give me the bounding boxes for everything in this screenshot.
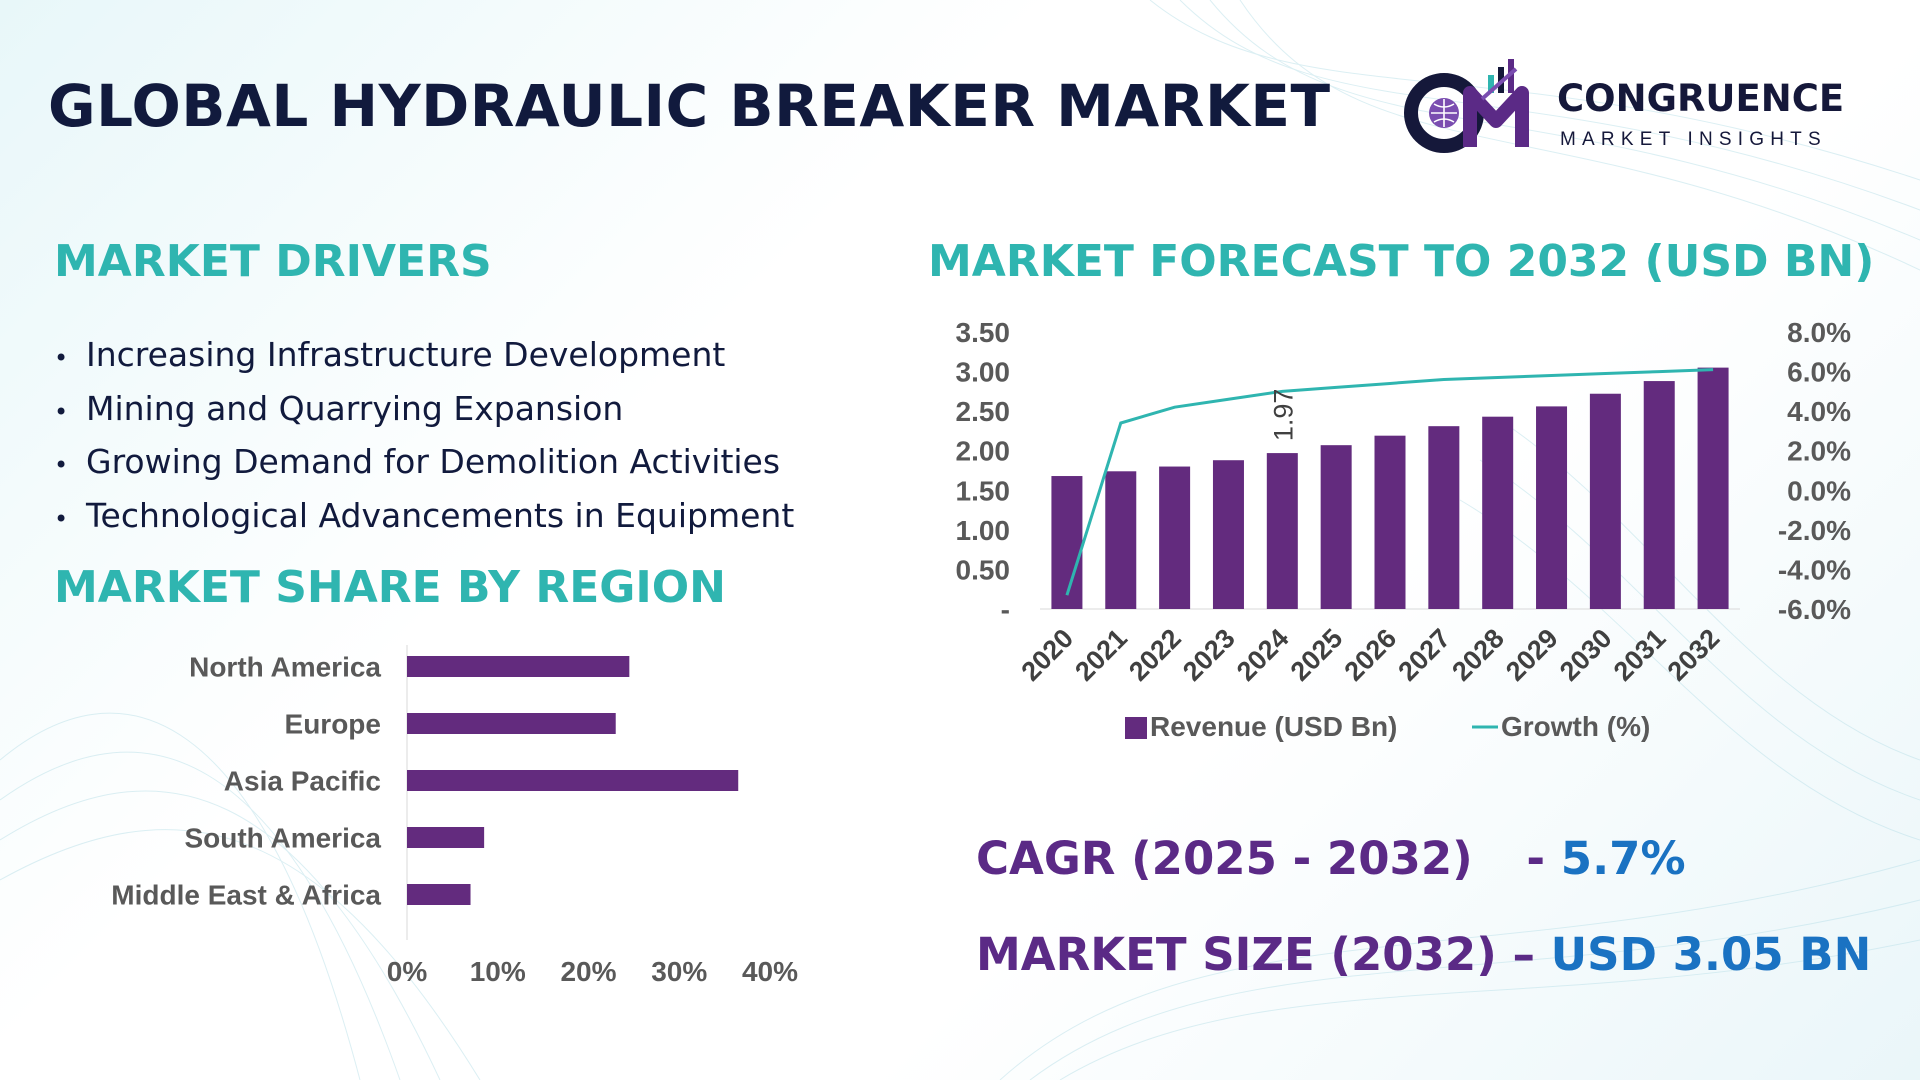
market-size-label: MARKET SIZE (2032) (976, 928, 1497, 981)
page-title: GLOBAL HYDRAULIC BREAKER MARKET (48, 72, 1331, 140)
revenue-bar (1051, 476, 1083, 609)
forecast-chart: - 0.50 1.00 1.50 2.00 2.50 3.00 3.50 -6.0% -4.0% -… (956, 317, 1852, 742)
y-left-tick-label: - (1001, 594, 1010, 625)
market-size-separator: – (1512, 928, 1535, 981)
x-tick-label: 2021 (1069, 623, 1133, 687)
drivers-list: • Increasing Infrastructure Development •… (54, 328, 794, 542)
y-left-tick-label: 0.50 (956, 554, 1011, 585)
cagr-label: CAGR (2025 - 2032) (976, 832, 1473, 885)
driver-item-text: Mining and Quarrying Expansion (86, 388, 624, 428)
revenue-bar (1105, 471, 1137, 609)
revenue-bar (1482, 416, 1514, 609)
y-right-tick-label: 0.0% (1787, 475, 1851, 506)
x-tick-label: 2025 (1285, 623, 1349, 687)
x-tick-label: 10% (470, 956, 526, 987)
bar (407, 884, 471, 905)
y-right-tick-label: -4.0% (1778, 554, 1851, 585)
market-drivers-heading: MARKET DRIVERS (54, 236, 492, 287)
y-right-tick-label: 6.0% (1787, 357, 1851, 388)
x-tick-label: 40% (742, 956, 798, 987)
growth-line (1065, 368, 1714, 596)
driver-item-text: Increasing Infrastructure Development (86, 335, 726, 374)
x-tick-label: 2026 (1339, 623, 1403, 687)
bar (407, 713, 616, 734)
category-label: Asia Pacific (224, 766, 381, 797)
x-tick-label: 2029 (1500, 623, 1564, 687)
x-tick-label: 0% (387, 956, 428, 987)
bar (407, 827, 485, 848)
revenue-bar (1320, 445, 1352, 609)
market-size-value: USD 3.05 BN (1550, 928, 1872, 981)
bar (407, 770, 739, 791)
revenue-bar (1374, 435, 1406, 609)
x-tick-label: 2022 (1123, 623, 1187, 687)
category-label: Europe (285, 709, 381, 740)
y-right-tick-label: 4.0% (1787, 396, 1851, 427)
driver-item-text: Growing Demand for Demolition Activities (86, 442, 781, 481)
category-label: Middle East & Africa (111, 880, 381, 911)
y-left-tick-label: 2.00 (956, 436, 1011, 467)
y-right-tick-label: 2.0% (1787, 436, 1851, 467)
driver-item: • Increasing Infrastructure Development (54, 335, 726, 374)
revenue-bar (1536, 406, 1568, 609)
brand-logo: CONGRUENCE MARKET INSIGHTS (1400, 55, 1870, 160)
driver-item: • Growing Demand for Demolition Activitie… (54, 442, 781, 481)
logo-name: CONGRUENCE (1557, 77, 1845, 120)
revenue-bar (1589, 393, 1621, 609)
y-right-tick-label: -6.0% (1778, 594, 1851, 625)
logo-tagline: MARKET INSIGHTS (1560, 129, 1827, 150)
x-tick-label: 20% (560, 956, 616, 987)
y-left-tick-label: 1.00 (956, 515, 1011, 546)
bar (407, 656, 630, 677)
cagr-value: 5.7% (1560, 832, 1686, 885)
x-tick-label: 30% (651, 956, 707, 987)
y-left-tick-label: 3.50 (956, 317, 1011, 348)
market-size-stat: MARKET SIZE (2032) – USD 3.05 BN (976, 928, 1871, 981)
legend-revenue-label: Revenue (USD Bn) (1150, 711, 1397, 742)
data-label: 1.97 (1268, 389, 1298, 442)
y-left-tick-label: 3.00 (956, 357, 1011, 388)
y-right-tick-label: 8.0% (1787, 317, 1851, 348)
category-label: South America (184, 823, 381, 854)
driver-item: • Technological Advancements in Equipment (54, 495, 795, 535)
revenue-bar (1266, 453, 1298, 609)
x-tick-label: 2030 (1554, 623, 1618, 687)
y-right-tick-label: -2.0% (1778, 515, 1851, 546)
x-tick-label: 2023 (1177, 623, 1241, 687)
revenue-bar (1212, 460, 1244, 609)
region-share-heading: MARKET SHARE BY REGION (54, 562, 726, 613)
logo-mark-icon (1404, 59, 1529, 153)
x-tick-label: 2028 (1446, 623, 1510, 687)
x-tick-label: 2024 (1231, 623, 1295, 687)
x-tick-label: 2032 (1662, 623, 1726, 687)
driver-item-text: Technological Advancements in Equipment (86, 495, 795, 535)
cagr-separator: - (1526, 832, 1546, 885)
revenue-bar (1159, 466, 1191, 609)
revenue-bar (1643, 381, 1675, 609)
x-tick-label: 2020 (1015, 623, 1079, 687)
cagr-stat: CAGR (2025 - 2032) - 5.7% (976, 832, 1686, 885)
legend-revenue-swatch (1125, 717, 1147, 739)
x-tick-label: 2027 (1392, 623, 1456, 687)
y-left-tick-label: 1.50 (956, 475, 1011, 506)
region-share-chart: North America Europe Asia Pacific South Ame… (111, 645, 798, 987)
y-left-tick-label: 2.50 (956, 396, 1011, 427)
revenue-bar (1697, 367, 1729, 609)
x-tick-label: 2031 (1608, 623, 1672, 687)
revenue-bar (1428, 426, 1460, 609)
driver-item: • Mining and Quarrying Expansion (54, 388, 624, 428)
forecast-heading: MARKET FORECAST TO 2032 (USD BN) (928, 236, 1875, 287)
legend-growth-label: Growth (%) (1501, 711, 1650, 742)
category-label: North America (189, 652, 381, 683)
